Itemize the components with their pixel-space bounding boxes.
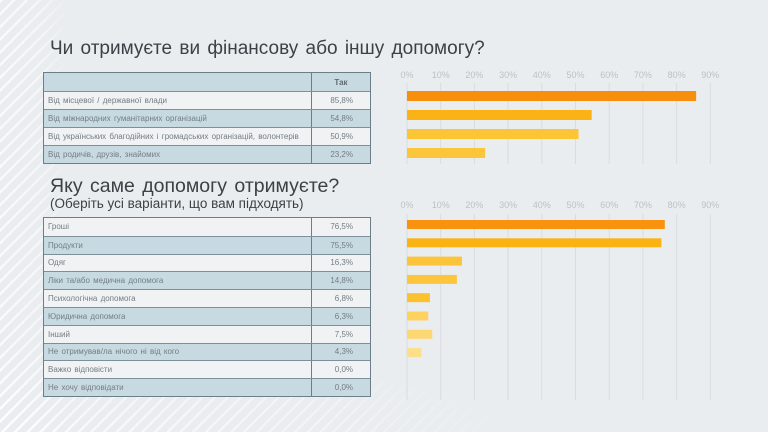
- table-row: Від українських благодійних і громадськи…: [44, 127, 370, 145]
- x-tick-label: 80%: [668, 70, 686, 80]
- row-value: 6,3%: [334, 311, 353, 321]
- bar: [407, 129, 579, 139]
- table-row: Продукти 75,5%: [44, 235, 370, 254]
- x-tick-label: 70%: [634, 70, 652, 80]
- row-label: Інший: [44, 325, 312, 343]
- table-row: Психологічна допомога 6,8%: [44, 289, 370, 307]
- section-title-financial-help: Чи отримуєте ви фінансову або іншу допом…: [50, 38, 485, 59]
- x-tick-label: 20%: [465, 200, 483, 210]
- table-row: Ліки та/або медична допомога 14,8%: [44, 271, 370, 290]
- bar: [407, 238, 662, 248]
- bar: [407, 91, 697, 101]
- row-label: Продукти: [44, 236, 312, 254]
- x-tick-label: 70%: [634, 200, 652, 210]
- bar: [407, 110, 592, 120]
- x-tick-label: 0%: [400, 200, 413, 210]
- bar: [407, 311, 429, 321]
- row-label: Психологічна допомога: [44, 290, 312, 307]
- x-tick-label: 90%: [701, 70, 719, 80]
- row-label: Ліки та/або медична допомога: [44, 272, 312, 290]
- row-label: Від міжнародних гуманітарних організацій: [44, 110, 312, 127]
- row-value: 50,9%: [330, 132, 353, 141]
- table-row: Юридична допомога 6,3%: [44, 306, 370, 325]
- bar: [407, 274, 457, 284]
- table-row: Від родичів, друзів, знайомих 23,2%: [44, 145, 370, 163]
- row-value: 85,8%: [330, 96, 353, 105]
- row-value: 4,3%: [334, 347, 353, 357]
- table-row: Від міжнародних гуманітарних організацій…: [44, 109, 370, 127]
- bar: [407, 293, 430, 303]
- row-value: 0,0%: [334, 383, 353, 393]
- x-tick-label: 50%: [566, 200, 584, 210]
- row-label: Від українських благодійних і громадськи…: [44, 128, 312, 145]
- row-label: Юридична допомога: [44, 307, 312, 325]
- bar: [407, 329, 433, 339]
- row-value: 6,8%: [334, 294, 353, 304]
- x-tick-label: 60%: [600, 200, 618, 210]
- x-tick-label: 40%: [533, 200, 551, 210]
- table-row: Важко відповісти 0,0%: [44, 360, 370, 379]
- table-row: Інший 7,5%: [44, 324, 370, 343]
- row-value: 14,8%: [330, 276, 353, 286]
- x-tick-label: 40%: [533, 70, 551, 80]
- row-label: Одяг: [44, 254, 312, 272]
- x-tick-label: 80%: [668, 200, 686, 210]
- row-value: 75,5%: [330, 240, 353, 250]
- row-label: Не хочу відповідати: [44, 379, 312, 396]
- row-label: Від місцевої / державної влади: [44, 92, 312, 109]
- x-tick-label: 10%: [432, 200, 450, 210]
- x-tick-label: 30%: [499, 200, 517, 210]
- bar-chart-financial-help: 0% 10% 20% 30% 40% 50% 60% 70% 80% 90%: [400, 70, 719, 164]
- row-value: 23,2%: [330, 150, 353, 159]
- x-tick-label: 20%: [465, 70, 483, 80]
- table-row: Не отримував/ла нічого ні від кого 4,3%: [44, 342, 370, 361]
- x-tick-label: 90%: [701, 200, 719, 210]
- bar: [407, 220, 665, 229]
- table-row: Гроші 76,5%: [44, 218, 370, 236]
- bar: [407, 256, 462, 266]
- table-financial-help: Так Від місцевої / державної влади 85,8%…: [43, 72, 371, 164]
- table-help-type: Гроші 76,5% Продукти 75,5% Одяг 16,3% Лі…: [43, 217, 371, 397]
- table-row: Від місцевої / державної влади 85,8%: [44, 91, 370, 109]
- section-title-help-type: Яку саме допомогу отримуєте?: [50, 175, 340, 197]
- x-tick-label: 60%: [600, 70, 618, 80]
- header-empty-cell: [44, 73, 312, 91]
- row-value: 54,8%: [330, 114, 353, 123]
- row-label: Не отримував/ла нічого ні від кого: [44, 343, 312, 361]
- table-row: Не хочу відповідати 0,0%: [44, 378, 370, 396]
- section-subtitle: (Оберіть усі варіанти, що вам підходять): [50, 196, 304, 211]
- row-label: Від родичів, друзів, знайомих: [44, 146, 312, 163]
- row-value: 7,5%: [334, 329, 353, 339]
- row-value: 0,0%: [334, 365, 353, 375]
- x-tick-label: 0%: [400, 70, 413, 80]
- x-tick-label: 10%: [432, 70, 450, 80]
- x-tick-label: 50%: [566, 70, 584, 80]
- row-value: 76,5%: [330, 222, 353, 232]
- table-header-row: Так: [44, 73, 370, 91]
- bar: [407, 348, 422, 358]
- x-tick-label: 30%: [499, 70, 517, 80]
- row-value: 16,3%: [330, 258, 353, 268]
- bar-chart-help-type: 0% 10% 20% 30% 40% 50% 60% 70% 80% 90%: [400, 200, 719, 400]
- row-label: Гроші: [44, 218, 312, 236]
- table-row: Одяг 16,3%: [44, 253, 370, 272]
- bar: [407, 148, 486, 158]
- row-label: Важко відповісти: [44, 361, 312, 379]
- column-header-yes: Так: [334, 77, 348, 87]
